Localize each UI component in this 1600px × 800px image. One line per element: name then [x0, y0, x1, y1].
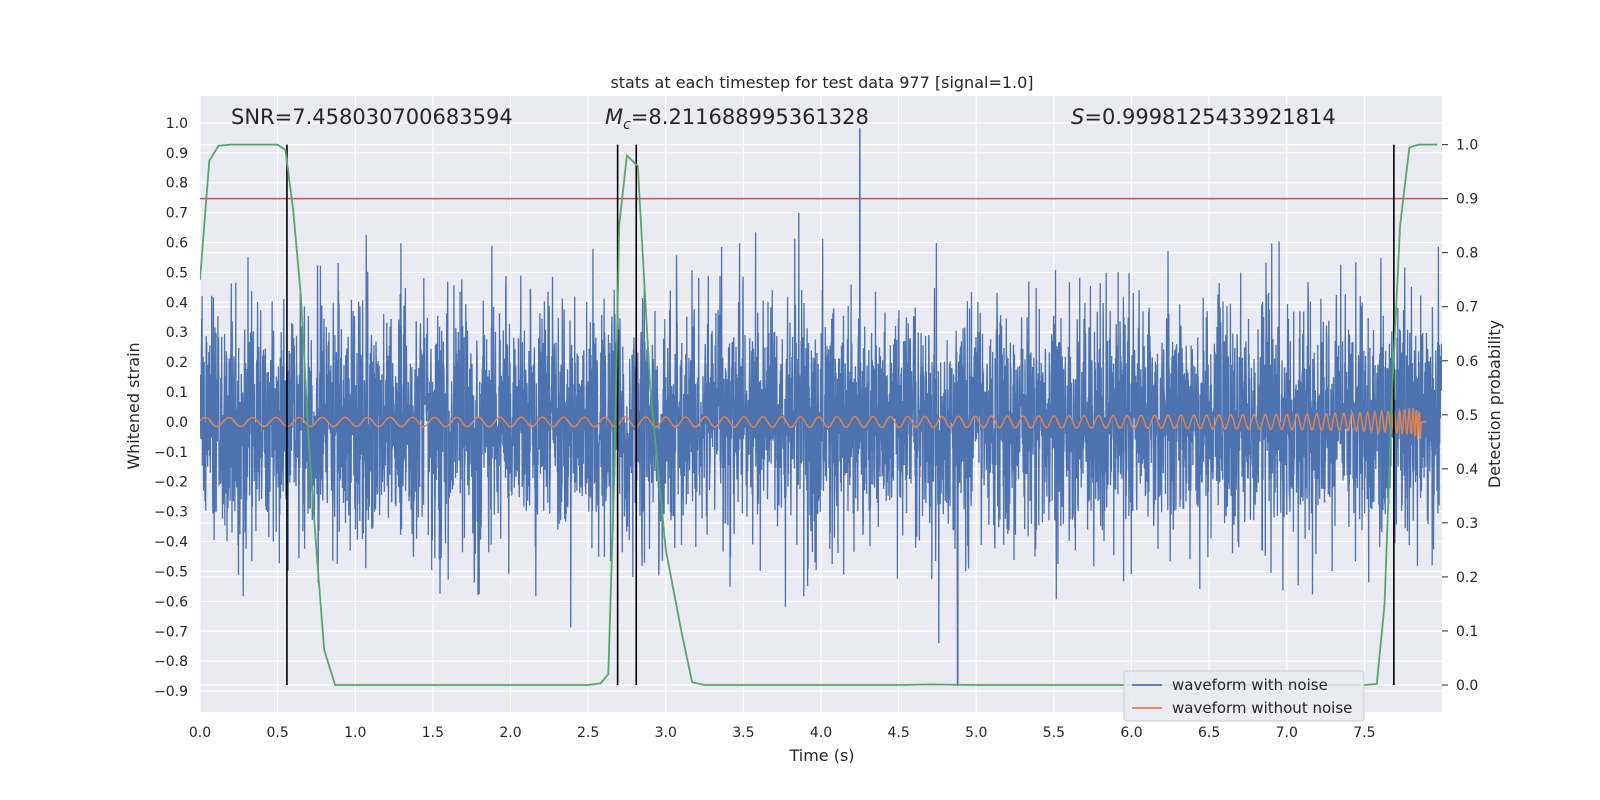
y-axis-label-left: Whitened strain: [124, 342, 143, 469]
y-tick-label-right: 0.1: [1456, 624, 1478, 640]
legend-label-noise: waveform with noise: [1172, 676, 1328, 694]
legend-label-clean: waveform without noise: [1172, 699, 1352, 717]
y-tick-label-left: −0.1: [154, 445, 188, 461]
chirp-series-layer: [200, 407, 1427, 440]
y-tick-label-left: 0.6: [166, 236, 188, 252]
x-tick-label: 3.0: [655, 725, 677, 741]
y-tick-label-left: −0.4: [154, 535, 188, 551]
chart-title: stats at each timestep for test data 977…: [610, 73, 1033, 92]
y-tick-label-right: 0.9: [1456, 192, 1478, 208]
y-tick-label-left: −0.2: [154, 475, 188, 491]
y-tick-label-left: −0.8: [154, 654, 188, 670]
right-axis-ticks: 1.0 0.9 0.8 0.7 0.6 0.5 0.4 0.3 0.2 0.1 0.0: [1442, 138, 1478, 694]
x-axis-ticks: 0.0 0.5 1.0 1.5 2.0 2.5 3.0 3.5 4.0 4.5 5.0 5.5 6.0 6…: [189, 725, 1376, 741]
y-tick-label-left: 1.0: [166, 116, 188, 132]
y-tick-label-left: 0.2: [166, 355, 188, 371]
x-tick-label: 6.5: [1198, 725, 1220, 741]
x-tick-label: 5.0: [965, 725, 987, 741]
x-tick-label: 4.5: [887, 725, 909, 741]
y-tick-label-right: 1.0: [1456, 138, 1478, 154]
legend-box: [1123, 670, 1365, 722]
x-tick-label: 1.0: [344, 725, 366, 741]
y-tick-label-right: 0.0: [1456, 678, 1478, 694]
y-tick-label-left: −0.6: [154, 594, 188, 610]
y-tick-label-left: −0.9: [154, 684, 188, 700]
y-tick-label-right: 0.8: [1456, 246, 1478, 262]
x-tick-label: 0.5: [266, 725, 288, 741]
legend: waveform with noise waveform without noi…: [1123, 670, 1365, 722]
x-tick-label: 3.5: [732, 725, 754, 741]
x-tick-label: 7.0: [1276, 725, 1298, 741]
y-axis-label-right: Detection probability: [1485, 320, 1504, 488]
snr-annotation: SNR=7.458030700683594: [231, 105, 513, 129]
y-tick-label-right: 0.5: [1456, 408, 1478, 424]
y-tick-label-left: 0.0: [166, 415, 188, 431]
x-tick-label: 1.5: [422, 725, 444, 741]
y-tick-label-left: 0.4: [166, 295, 188, 311]
y-tick-label-left: −0.7: [154, 624, 188, 640]
x-tick-label: 7.5: [1353, 725, 1375, 741]
y-tick-label-right: 0.2: [1456, 570, 1478, 586]
y-tick-label-right: 0.4: [1456, 462, 1478, 478]
x-tick-label: 6.0: [1120, 725, 1142, 741]
x-tick-label: 5.5: [1043, 725, 1065, 741]
chirp-mass-annotation: Mc=8.211688995361328: [605, 105, 869, 133]
y-tick-label-right: 0.7: [1456, 300, 1478, 316]
y-tick-label-right: 0.6: [1456, 354, 1478, 370]
x-tick-label: 4.0: [810, 725, 832, 741]
y-tick-label-left: 0.3: [166, 325, 188, 341]
y-tick-label-left: 0.7: [166, 206, 188, 222]
x-tick-label: 2.0: [499, 725, 521, 741]
y-tick-label-left: 0.1: [166, 385, 188, 401]
series-waveform-without-noise: [200, 407, 1427, 440]
score-annotation: S=0.9998125433921814: [1071, 105, 1336, 129]
y-tick-label-left: −0.3: [154, 505, 188, 521]
y-tick-label-right: 0.3: [1456, 516, 1478, 532]
y-tick-label-left: 0.5: [166, 265, 188, 281]
y-tick-label-left: −0.5: [154, 564, 188, 580]
left-axis-ticks: 1.0 0.9 0.8 0.7 0.6 0.5 0.4 0.3 0.2 0.1 0.0 −0.1 −0.…: [154, 116, 188, 700]
x-tick-label: 0.0: [189, 725, 211, 741]
y-tick-label-left: 0.8: [166, 176, 188, 192]
x-axis-label: Time (s): [788, 746, 854, 765]
y-tick-label-left: 0.9: [166, 146, 188, 162]
x-tick-label: 2.5: [577, 725, 599, 741]
